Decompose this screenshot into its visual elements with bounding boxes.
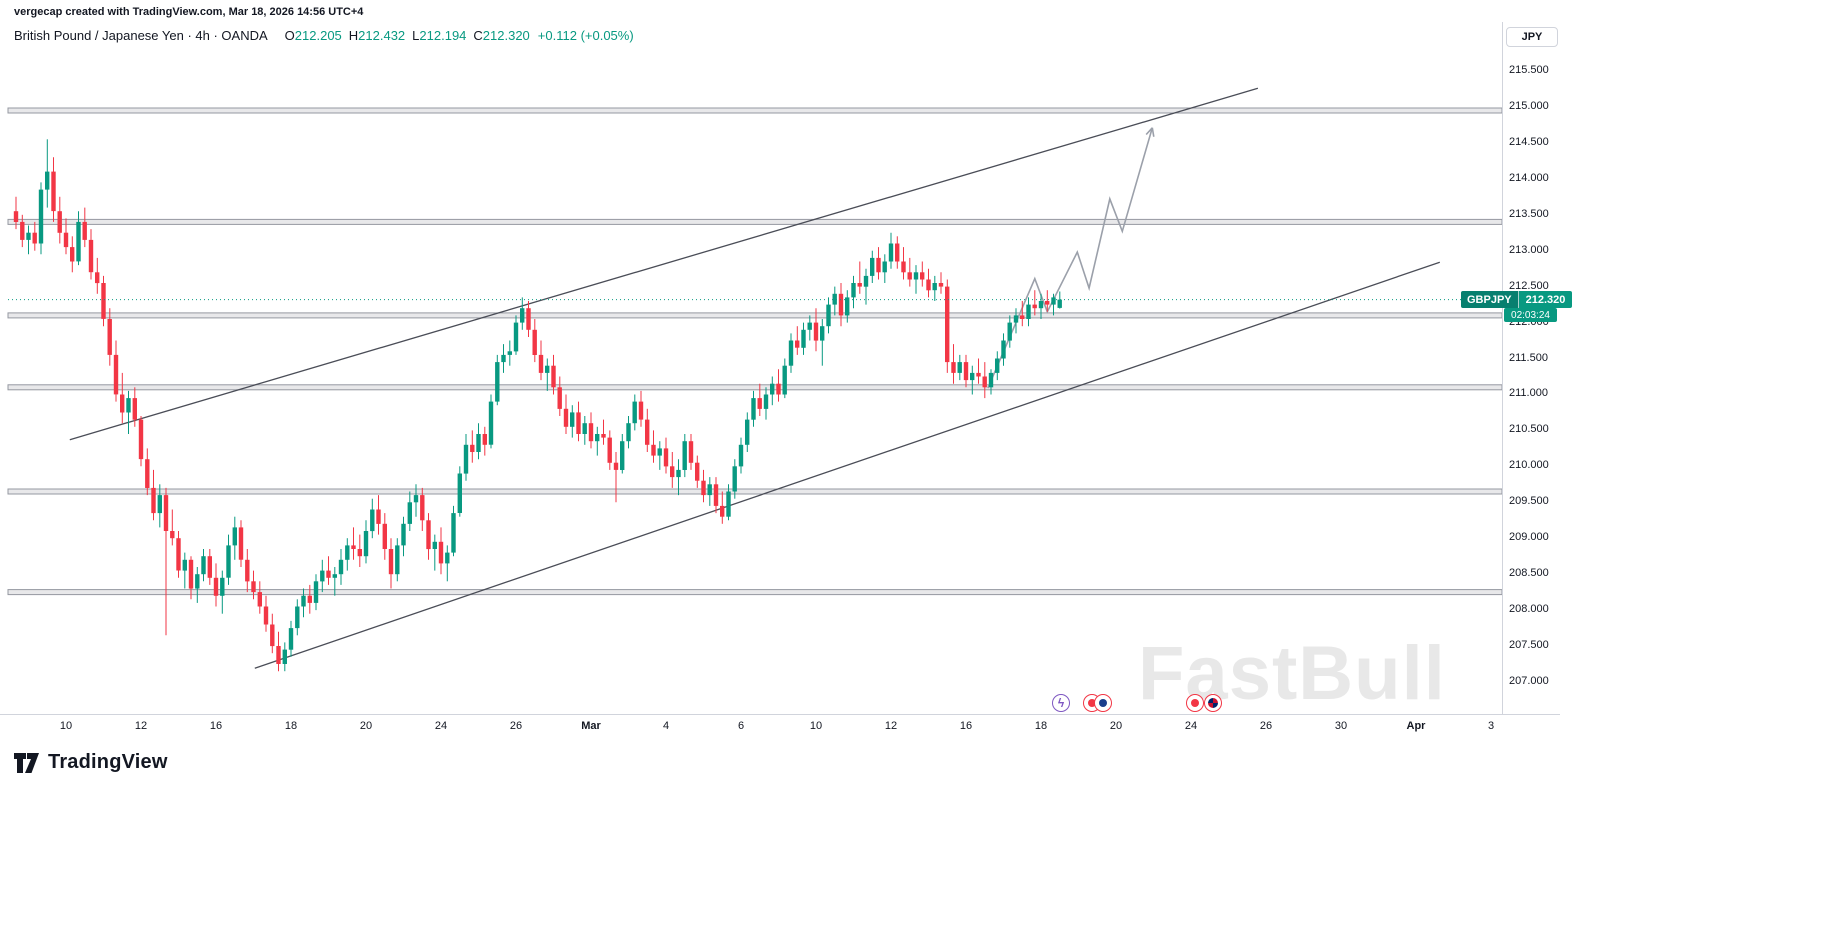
blue-event-dot-icon — [1099, 699, 1107, 707]
price-axis[interactable]: 215.500 215.000 214.500 214.000 213.500 213.0… — [1503, 48, 1563, 714]
time-tick-label: 18 — [284, 720, 298, 732]
lightning-glyph: ϟ — [1057, 696, 1065, 710]
price-tick-label: 207.500 — [1509, 639, 1549, 651]
time-tick-label: 6 — [737, 720, 745, 732]
last-price-symbol: GBPJPY — [1461, 291, 1519, 308]
price-tick-label: 210.500 — [1509, 423, 1549, 435]
price-tick-label: 207.000 — [1509, 675, 1549, 687]
price-tick-label: 210.000 — [1509, 459, 1549, 471]
close-value: 212.320 — [482, 28, 530, 43]
time-axis-separator — [0, 714, 1560, 715]
price-tick-label: 213.500 — [1509, 208, 1549, 220]
price-tick-label: 214.500 — [1509, 136, 1549, 148]
price-tick-label: 208.000 — [1509, 603, 1549, 615]
uk-flag-event-icon[interactable] — [1204, 694, 1222, 712]
price-tick-label: 209.500 — [1509, 495, 1549, 507]
price-tick-label: 215.000 — [1509, 100, 1549, 112]
chart-legend: British Pound / Japanese Yen · 4h · OAND… — [14, 28, 634, 43]
time-tick-label: 24 — [1184, 720, 1198, 732]
time-tick-label: 20 — [359, 720, 373, 732]
high-label: H — [348, 28, 359, 43]
tradingview-footer: TradingView — [14, 751, 168, 774]
change-value: +0.112 (+0.05%) — [537, 28, 634, 43]
price-tick-label: 211.000 — [1509, 387, 1548, 399]
time-tick-label: 10 — [59, 720, 73, 732]
time-tick-label: 10 — [809, 720, 823, 732]
sr-bands — [7, 107, 1503, 596]
open-value: 212.205 — [294, 28, 342, 43]
bar-countdown: 02:03:24 — [1504, 308, 1557, 322]
time-tick-label: 16 — [959, 720, 973, 732]
time-tick-label: 4 — [662, 720, 670, 732]
red-event-dot-icon — [1191, 699, 1199, 707]
time-axis[interactable]: 10 12 16 18 20 24 26 Mar 4 6 10 12 16 18 20 24 26 30 Apr 3 — [0, 715, 1560, 739]
currency-unit-label[interactable]: JPY — [1506, 27, 1558, 47]
high-value: 212.432 — [358, 28, 406, 43]
time-tick-label: 24 — [434, 720, 448, 732]
low-value: 212.194 — [419, 28, 467, 43]
price-tick-label: 208.500 — [1509, 567, 1549, 579]
candlestick-series — [13, 139, 1062, 672]
time-tick-label: 12 — [134, 720, 148, 732]
attribution-text: vergecap created with TradingView.com, M… — [14, 6, 364, 18]
time-tick-label: 16 — [209, 720, 223, 732]
time-tick-label: 18 — [1034, 720, 1048, 732]
tradingview-brand-text[interactable]: TradingView — [48, 751, 168, 773]
last-price-value: 212.320 — [1518, 291, 1573, 308]
economic-event-icon[interactable] — [1094, 694, 1112, 712]
trend-channel — [69, 87, 1441, 669]
time-tick-label: Apr — [1406, 720, 1426, 732]
price-tick-label: 215.500 — [1509, 64, 1549, 76]
price-axis-separator — [1502, 22, 1503, 714]
price-tick-label: 211.500 — [1509, 352, 1548, 364]
time-tick-label: 26 — [1259, 720, 1273, 732]
economic-event-icon[interactable] — [1186, 694, 1204, 712]
price-tick-label: 213.000 — [1509, 244, 1549, 256]
time-tick-label: 30 — [1334, 720, 1348, 732]
time-tick-label: 3 — [1487, 720, 1495, 732]
red-event-dot-icon — [1088, 699, 1096, 707]
time-tick-label: 20 — [1109, 720, 1123, 732]
time-tick-label: 12 — [884, 720, 898, 732]
last-price-label: GBPJPY 212.320 — [1461, 291, 1573, 308]
close-label: C — [473, 28, 483, 43]
lightning-event-icon[interactable]: ϟ — [1052, 694, 1070, 712]
price-tick-label: 214.000 — [1509, 172, 1549, 184]
time-tick-label: 26 — [509, 720, 523, 732]
price-tick-label: 212.500 — [1509, 280, 1549, 292]
low-label: L — [412, 28, 420, 43]
symbol-description[interactable]: British Pound / Japanese Yen · 4h · OAND… — [14, 28, 268, 43]
projection-arrow — [987, 127, 1155, 389]
time-tick-label: Mar — [581, 720, 601, 732]
price-tick-label: 209.000 — [1509, 531, 1549, 543]
open-label: O — [284, 28, 295, 43]
uk-flag-icon — [1208, 698, 1218, 708]
tradingview-logo-icon[interactable] — [14, 752, 40, 774]
